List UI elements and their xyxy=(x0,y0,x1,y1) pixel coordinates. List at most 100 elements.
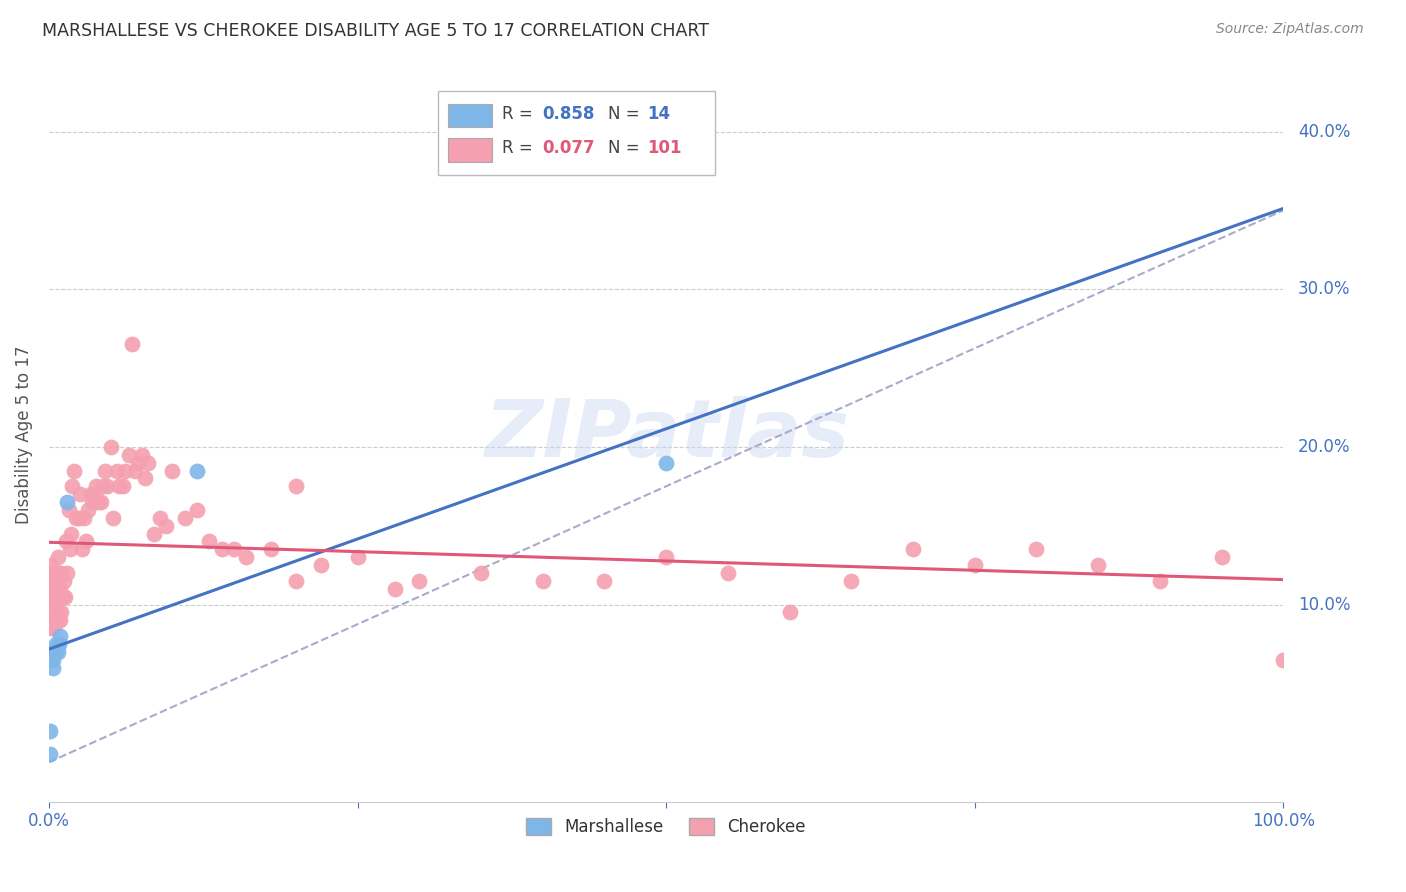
Point xyxy=(58,503,80,517)
Point xyxy=(67,511,90,525)
Point xyxy=(96,479,118,493)
Point xyxy=(41,582,63,596)
FancyBboxPatch shape xyxy=(437,90,716,175)
Text: N =: N = xyxy=(609,105,645,123)
Point xyxy=(56,566,79,580)
Text: 14: 14 xyxy=(648,105,671,123)
Text: ZIPatlas: ZIPatlas xyxy=(484,396,849,474)
Point xyxy=(41,574,63,588)
Point xyxy=(42,621,65,635)
Point xyxy=(51,606,73,620)
Legend: Marshallese, Cherokee: Marshallese, Cherokee xyxy=(517,810,814,845)
Text: 0.858: 0.858 xyxy=(543,105,595,123)
Point xyxy=(41,582,63,596)
Point xyxy=(48,590,70,604)
Point xyxy=(593,574,616,588)
Point xyxy=(83,487,105,501)
Point xyxy=(46,613,69,627)
Point xyxy=(186,463,208,477)
Point xyxy=(162,463,184,477)
Point xyxy=(901,542,924,557)
Point xyxy=(839,574,862,588)
Point xyxy=(93,463,115,477)
Point xyxy=(284,574,307,588)
Point xyxy=(49,582,72,596)
Point xyxy=(62,463,84,477)
Point xyxy=(108,479,131,493)
Point xyxy=(717,566,740,580)
Point xyxy=(1087,558,1109,573)
Point xyxy=(75,534,97,549)
Text: N =: N = xyxy=(609,138,645,157)
Point xyxy=(112,479,135,493)
Point xyxy=(155,518,177,533)
Point xyxy=(80,487,103,501)
Point xyxy=(52,574,75,588)
Y-axis label: Disability Age 5 to 17: Disability Age 5 to 17 xyxy=(15,346,32,524)
Text: R =: R = xyxy=(502,105,538,123)
Point xyxy=(531,574,554,588)
Point xyxy=(39,747,62,762)
Point xyxy=(198,534,221,549)
Point xyxy=(60,526,83,541)
Point xyxy=(49,613,72,627)
Point xyxy=(48,590,70,604)
Point xyxy=(1272,653,1295,667)
Point xyxy=(41,660,63,674)
Point xyxy=(963,558,986,573)
Point xyxy=(284,479,307,493)
Point xyxy=(186,503,208,517)
Text: 10.0%: 10.0% xyxy=(1298,596,1351,614)
Point xyxy=(260,542,283,557)
Point xyxy=(39,621,62,635)
Point xyxy=(105,463,128,477)
Point xyxy=(142,526,165,541)
Point xyxy=(72,542,94,557)
Point xyxy=(1025,542,1047,557)
Point xyxy=(82,495,104,509)
Point xyxy=(1149,574,1171,588)
Point xyxy=(44,645,66,659)
Point xyxy=(224,542,246,557)
Point xyxy=(149,511,172,525)
Point xyxy=(51,590,73,604)
Point xyxy=(346,550,368,565)
Point xyxy=(655,550,678,565)
Point xyxy=(69,487,91,501)
Text: 0.077: 0.077 xyxy=(543,138,595,157)
Point xyxy=(114,463,136,477)
FancyBboxPatch shape xyxy=(447,103,492,128)
Point xyxy=(779,606,801,620)
Point xyxy=(45,590,67,604)
Point xyxy=(77,503,100,517)
Point xyxy=(101,511,124,525)
Point xyxy=(72,511,94,525)
Point xyxy=(42,574,65,588)
Point xyxy=(136,456,159,470)
Point xyxy=(45,613,67,627)
Point xyxy=(39,598,62,612)
Point xyxy=(100,440,122,454)
Point xyxy=(46,606,69,620)
Text: 40.0%: 40.0% xyxy=(1298,122,1350,141)
Point xyxy=(39,566,62,580)
Point xyxy=(173,511,195,525)
Point xyxy=(235,550,257,565)
Text: MARSHALLESE VS CHEROKEE DISABILITY AGE 5 TO 17 CORRELATION CHART: MARSHALLESE VS CHEROKEE DISABILITY AGE 5… xyxy=(42,22,709,40)
Point xyxy=(49,629,72,643)
Point xyxy=(44,598,66,612)
FancyBboxPatch shape xyxy=(447,138,492,161)
Point xyxy=(55,534,77,549)
Point xyxy=(41,653,63,667)
Point xyxy=(470,566,492,580)
Point xyxy=(44,598,66,612)
Point xyxy=(90,495,112,509)
Point xyxy=(121,337,143,351)
Point xyxy=(53,590,76,604)
Text: 20.0%: 20.0% xyxy=(1298,438,1351,456)
Point xyxy=(134,471,156,485)
Point xyxy=(41,558,63,573)
Point xyxy=(41,613,63,627)
Point xyxy=(39,723,62,738)
Point xyxy=(56,495,79,509)
